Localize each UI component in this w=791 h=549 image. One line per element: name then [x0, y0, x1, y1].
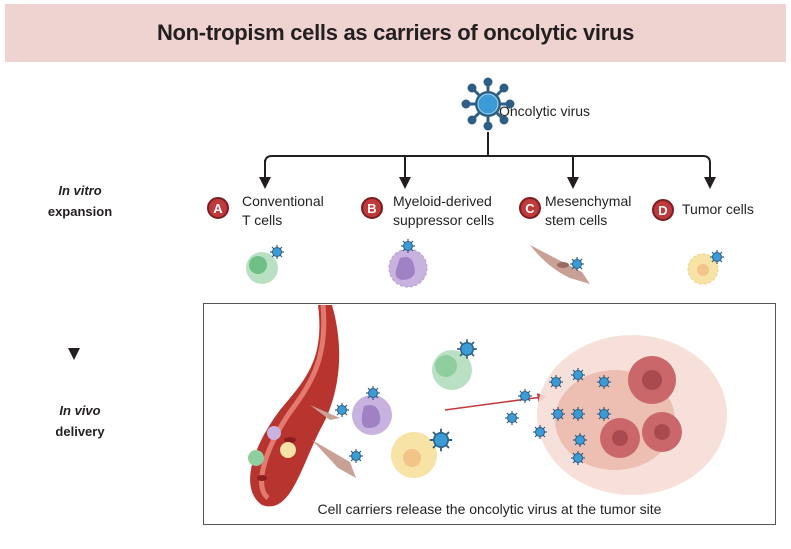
- in-vitro-text: expansion: [47, 204, 113, 219]
- title-banner: Non-tropism cells as carriers of oncolyt…: [5, 4, 786, 62]
- virus-label: Oncolytic virus: [499, 103, 591, 119]
- tumor-cell-icon: [687, 249, 725, 285]
- carrier-a-line2: T cells: [242, 212, 283, 228]
- carrier-a-line1: Conventional: [242, 193, 324, 209]
- carrier-b-line1: Myeloid-derived: [393, 193, 492, 209]
- tumor-site-icon: [504, 335, 727, 495]
- carrier-b-line2: suppressor cells: [393, 212, 495, 228]
- in-vitro-label: In vitro expansion: [25, 180, 135, 222]
- msc-icon: [530, 245, 590, 284]
- carrier-d-line1: Tumor cells: [682, 201, 754, 217]
- carrier-b-label: Myeloid-derived suppressor cells: [393, 192, 494, 230]
- in-vivo-label: In vivo delivery: [25, 400, 135, 442]
- in-vivo-text: delivery: [55, 424, 105, 439]
- t-cell-icon: [246, 244, 285, 284]
- badge-c: C: [519, 197, 541, 219]
- blood-vessel-icon: [248, 304, 340, 507]
- branch-arrows: [259, 132, 716, 189]
- panel-caption: Cell carriers release the oncolytic viru…: [317, 501, 662, 517]
- in-vitro-italic: In vitro: [58, 183, 102, 198]
- page-title: Non-tropism cells as carriers of oncolyt…: [156, 20, 635, 45]
- stage-arrowhead: [68, 348, 80, 360]
- badge-d: D: [652, 199, 674, 221]
- oncolytic-virus-icon: [461, 77, 515, 131]
- carrier-c-line1: Mesenchymal: [545, 193, 632, 209]
- badge-b: B: [361, 197, 383, 219]
- in-vivo-carriers: [310, 338, 478, 478]
- carrier-c-label: Mesenchymal stem cells: [545, 192, 631, 230]
- carrier-c-line2: stem cells: [545, 212, 608, 228]
- badge-a: A: [207, 197, 229, 219]
- carrier-d-label: Tumor cells: [682, 200, 754, 219]
- in-vivo-italic: In vivo: [59, 403, 101, 418]
- carrier-a-label: Conventional T cells: [242, 192, 324, 230]
- in-vivo-panel: [203, 303, 776, 525]
- mdsc-icon: [388, 238, 428, 288]
